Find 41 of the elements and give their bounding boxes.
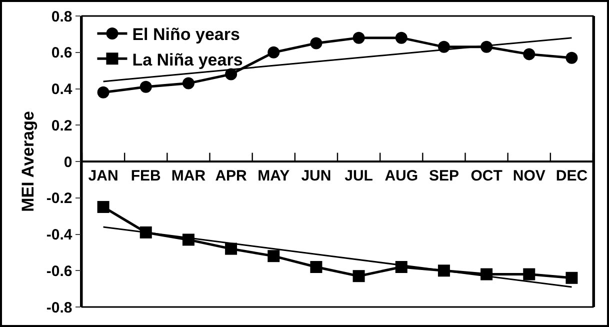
x-tick-label: JAN (88, 167, 118, 184)
x-tick-label: APR (215, 167, 248, 184)
y-tick-label: -0.6 (46, 262, 72, 280)
point (566, 272, 578, 284)
point (310, 260, 322, 273)
point (225, 242, 238, 255)
x-tick-label: SEP (428, 167, 459, 184)
point (268, 46, 280, 58)
legend-label: El Niño years (132, 25, 240, 44)
y-tick-label: 0.4 (51, 81, 73, 98)
x-tick-label: AUG (384, 167, 418, 184)
point (182, 77, 194, 90)
y-tick-label: 0.2 (51, 117, 72, 134)
x-tick-label: OCT (470, 167, 502, 184)
x-tick-label: MAR (171, 167, 206, 184)
point (97, 200, 110, 213)
point (395, 32, 408, 44)
y-tick-label: 0 (64, 154, 72, 171)
y-axis-title: MEI Average (18, 111, 38, 212)
legend-label: La Niña years (132, 50, 243, 70)
y-tick-label: 0.8 (51, 8, 72, 26)
point (310, 37, 322, 50)
point (268, 250, 280, 262)
x-tick-label: DEC (556, 167, 588, 184)
point (97, 86, 110, 98)
point (352, 270, 365, 282)
point (523, 48, 536, 60)
x-tick-label: JUN (301, 167, 332, 184)
y-tick-label: -0.2 (46, 190, 72, 208)
point (523, 268, 536, 280)
point (566, 52, 578, 64)
x-tick-label: FEB (130, 167, 162, 184)
y-tick-label: -0.8 (46, 299, 72, 316)
x-tick-label: MAY (258, 167, 290, 184)
x-tick-label: JUL (344, 167, 373, 184)
y-tick-label: -0.4 (46, 226, 73, 244)
point (352, 32, 365, 44)
point (225, 68, 238, 80)
x-tick-label: NOV (512, 167, 546, 184)
point (140, 80, 152, 93)
y-tick-label: 0.6 (51, 44, 72, 62)
